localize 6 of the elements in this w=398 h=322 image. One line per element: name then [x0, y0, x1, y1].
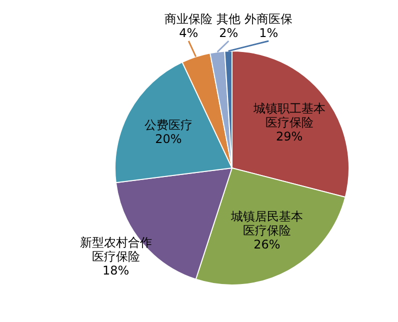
slice-label: 其他: [216, 12, 241, 26]
data-label: 1%: [259, 26, 278, 40]
slice-label: 商业保险: [164, 12, 213, 26]
data-label: 4%: [179, 26, 198, 40]
slice-label: 外商医保: [244, 12, 293, 26]
data-label: 2%: [219, 26, 238, 40]
